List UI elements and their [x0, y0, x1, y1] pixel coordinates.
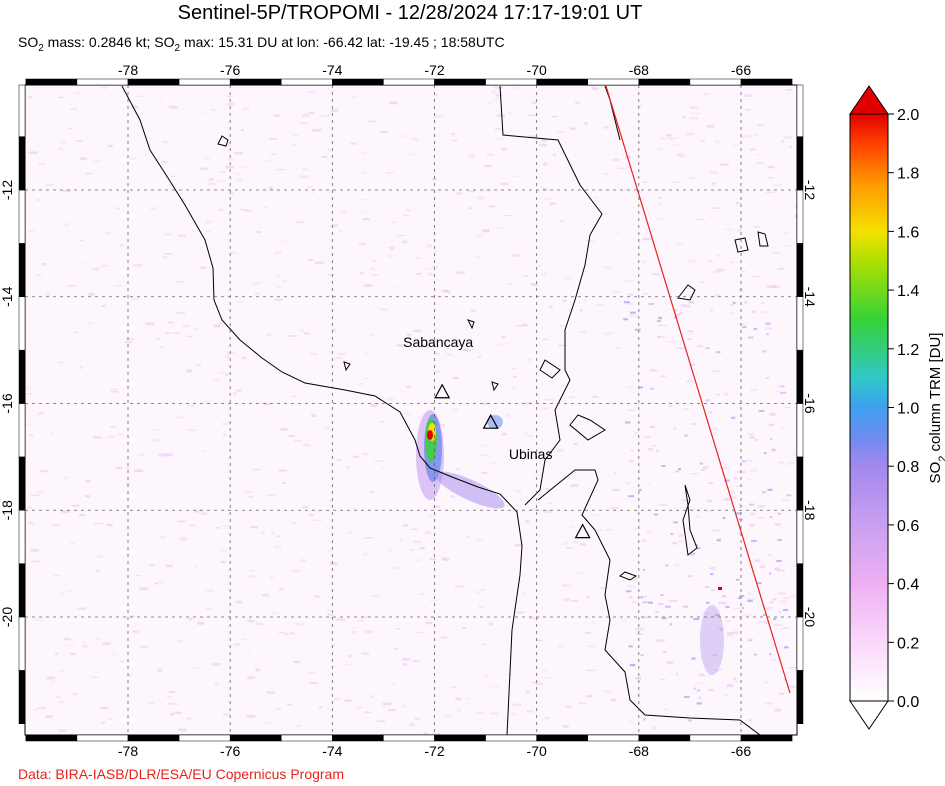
colorbar-tick-label: 1.2	[897, 342, 919, 359]
lon-labels-top: -78 -76 -74 -72 -70 -68 -66	[118, 62, 751, 78]
lon-tick-label-bottom: -68	[629, 743, 649, 759]
lat-tick-label-right: -20	[802, 607, 818, 627]
lon-tick-label-bottom: -76	[220, 743, 240, 759]
lat-tick-label-right: -16	[802, 393, 818, 413]
lat-labels-right: -12 -14 -16 -18 -20	[802, 180, 818, 627]
volcano-triangle-icon	[574, 523, 591, 539]
colorbar-tick-label: 0.2	[897, 635, 919, 652]
lon-tick-label-bottom: -78	[118, 743, 138, 759]
lat-tick-label-right: -18	[802, 500, 818, 520]
so2-plume	[416, 410, 724, 675]
so2-max-pixel	[718, 587, 722, 590]
subtitle-sub-2: 2	[174, 42, 181, 54]
volcano-markers: Sabancaya Ubinas	[403, 334, 591, 539]
lat-tick-label-left: -16	[0, 393, 15, 413]
colorbar-axis-label: SO2 column TRM [DU]	[927, 333, 945, 484]
lon-tick-label-top: -74	[322, 62, 342, 78]
colorbar-tick-label: 0.0	[897, 694, 919, 711]
colorbar-tick-label: 1.8	[897, 166, 919, 183]
lon-tick-label-bottom: -70	[527, 743, 547, 759]
colorbar-tick-label: 1.4	[897, 283, 919, 300]
lon-tick-label-top: -76	[220, 62, 240, 78]
colorbar-tick-label: 0.8	[897, 459, 919, 476]
gridlines	[25, 85, 797, 735]
map-background	[25, 85, 797, 735]
orbit-swath-edge	[605, 85, 791, 694]
colorbar-tick-label: 0.4	[897, 577, 919, 594]
so2-background-noise	[25, 86, 797, 735]
lat-tick-label-right: -14	[802, 287, 818, 307]
colorbar-tick-label: 2.0	[897, 107, 919, 124]
map-title: Sentinel-5P/TROPOMI - 12/28/2024 17:17-1…	[177, 2, 643, 24]
lon-tick-label-bottom: -72	[424, 743, 444, 759]
colorbar-ticks: 2.0 1.8 1.6 1.4 1.2 1.0 0.8 0.6 0.4 0.2 0.0	[888, 107, 919, 711]
lon-tick-label-top: -72	[424, 62, 444, 78]
frame-tick-bars	[18, 78, 804, 742]
colorbar-tick-label: 1.0	[897, 401, 919, 418]
lon-tick-label-top: -66	[731, 62, 751, 78]
volcano-triangle-icon	[482, 413, 499, 429]
volcano-label: Sabancaya	[403, 334, 473, 350]
lon-labels-bottom: -78 -76 -74 -72 -70 -68 -66	[118, 743, 751, 759]
subtitle-part-3: max: 15.31 DU at lon: -66.42 lat: -19.45…	[180, 34, 505, 50]
lat-tick-label-left: -18	[0, 500, 15, 520]
subtitle-part-2: mass: 0.2846 kt; SO	[43, 34, 175, 50]
lat-labels-left: -12 -14 -16 -18 -20	[0, 180, 15, 627]
volcano-label: Ubinas	[509, 446, 553, 462]
lon-tick-label-bottom: -74	[322, 743, 342, 759]
colorbar-over-triangle	[849, 85, 889, 115]
lat-tick-label-left: -20	[0, 607, 15, 627]
lat-tick-label-left: -14	[0, 286, 15, 306]
colorbar-tick-label: 1.6	[897, 224, 919, 241]
lon-tick-label-top: -70	[527, 62, 547, 78]
colorbar-tick-label: 0.6	[897, 518, 919, 535]
subtitle-part-1: SO	[18, 34, 39, 50]
colorbar-gradient	[849, 113, 889, 702]
lon-tick-label-bottom: -66	[731, 743, 751, 759]
lon-tick-label-top: -68	[629, 62, 649, 78]
subtitle-sub-1: 2	[38, 42, 44, 54]
colorbar-under-triangle	[849, 700, 889, 730]
lat-tick-label-right: -12	[802, 180, 818, 200]
volcano-triangle-icon	[434, 383, 451, 399]
data-credit: Data: BIRA-IASB/DLR/ESA/EU Copernicus Pr…	[18, 766, 345, 782]
colorbar: 2.0 1.8 1.6 1.4 1.2 1.0 0.8 0.6 0.4 0.2 0.0 SO2 co…	[849, 85, 945, 730]
map-subtitle: SO2 mass: 0.2846 kt; SO2 max: 15.31 DU a…	[18, 34, 505, 54]
lat-tick-label-left: -12	[0, 180, 15, 200]
lon-tick-label-top: -78	[118, 62, 138, 78]
